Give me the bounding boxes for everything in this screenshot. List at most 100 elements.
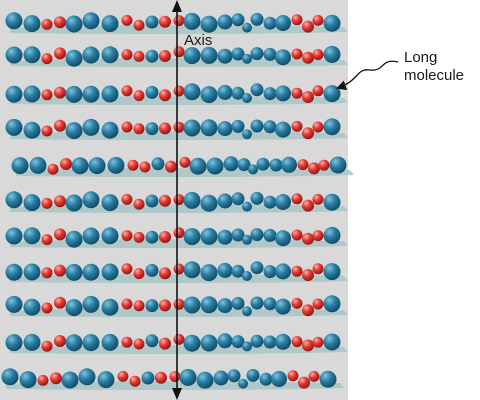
red-atom	[133, 123, 145, 135]
blue-atom	[250, 228, 264, 242]
callout-pointer	[336, 60, 399, 90]
blue-atom	[323, 118, 341, 136]
axis-arrow-bottom	[172, 388, 182, 400]
red-atom	[291, 265, 303, 277]
blue-atom	[217, 262, 233, 278]
axis-label: Axis	[184, 32, 212, 49]
blue-atom	[5, 46, 23, 64]
blue-atom	[5, 263, 23, 281]
red-atom	[41, 267, 53, 279]
red-atom	[133, 300, 145, 312]
red-atom	[291, 87, 303, 99]
red-atom	[291, 193, 303, 205]
red-atom	[155, 371, 167, 384]
blue-atom	[242, 201, 252, 212]
blue-atom	[231, 335, 245, 349]
red-atom	[312, 263, 324, 275]
blue-atom	[65, 49, 83, 67]
blue-atom	[263, 297, 277, 311]
red-atom	[127, 159, 139, 171]
blue-atom	[23, 333, 41, 351]
blue-atom	[250, 296, 264, 310]
blue-atom	[71, 157, 89, 175]
blue-atom	[5, 85, 23, 103]
long-molecule	[1, 368, 344, 390]
blue-atom	[250, 47, 264, 61]
blue-atom	[23, 121, 41, 139]
blue-atom	[65, 299, 83, 317]
blue-atom	[101, 15, 119, 33]
blue-atom	[329, 156, 347, 174]
blue-atom	[101, 46, 119, 64]
blue-atom	[323, 263, 341, 281]
long-molecule	[5, 295, 348, 317]
blue-atom	[23, 15, 41, 33]
blue-atom	[19, 371, 37, 389]
blue-atom	[217, 229, 233, 245]
red-atom	[173, 85, 185, 97]
blue-atom	[145, 122, 159, 136]
blue-atom	[82, 118, 100, 136]
blue-atom	[231, 192, 245, 206]
red-atom	[173, 121, 185, 133]
red-atom	[291, 229, 303, 241]
blue-atom	[107, 156, 125, 174]
red-atom	[159, 299, 171, 312]
axis: Axis	[172, 0, 212, 400]
red-atom	[41, 197, 53, 209]
blue-atom	[217, 14, 233, 30]
red-atom	[133, 268, 145, 280]
long-molecule	[5, 191, 348, 213]
long-molecule	[5, 226, 348, 248]
red-atom	[173, 333, 185, 345]
blue-atom	[5, 295, 23, 313]
blue-atom	[271, 371, 287, 387]
blue-atom	[141, 371, 155, 385]
red-atom	[169, 371, 181, 383]
red-atom	[312, 193, 324, 205]
red-atom	[121, 49, 133, 61]
blue-atom	[183, 47, 201, 65]
blue-atom	[29, 156, 47, 174]
blue-atom	[242, 271, 252, 281]
blue-atom	[101, 333, 119, 351]
blue-atom	[259, 372, 273, 386]
blue-atom	[183, 83, 201, 101]
red-atom	[54, 86, 66, 99]
blue-atom	[5, 12, 23, 30]
blue-atom	[82, 85, 100, 103]
red-atom	[121, 263, 133, 275]
blue-atom	[23, 194, 41, 212]
red-atom	[121, 193, 133, 205]
red-atom	[60, 158, 72, 170]
blue-atom	[263, 265, 277, 279]
red-atom	[173, 15, 185, 27]
red-atom	[159, 89, 171, 102]
blue-atom	[323, 14, 341, 32]
blue-atom	[183, 261, 201, 279]
red-atom	[133, 50, 145, 62]
red-atom	[54, 228, 66, 241]
red-atom	[133, 198, 145, 210]
red-atom	[159, 231, 171, 243]
blue-atom	[101, 263, 119, 281]
blue-atom	[250, 261, 264, 275]
blue-atom	[217, 48, 233, 64]
red-atom	[308, 162, 320, 175]
blue-atom	[183, 296, 201, 314]
blue-atom	[275, 298, 291, 315]
blue-atom	[65, 334, 83, 352]
red-atom	[41, 53, 53, 65]
blue-atom	[237, 158, 251, 172]
red-atom	[291, 120, 303, 132]
blue-atom	[189, 157, 207, 175]
blue-atom	[5, 334, 23, 352]
red-atom	[54, 195, 66, 208]
blue-atom	[275, 85, 291, 102]
blue-atom	[5, 118, 23, 136]
blue-atom	[263, 87, 277, 101]
blue-atom	[145, 194, 159, 208]
red-atom	[291, 297, 303, 309]
red-atom	[54, 16, 66, 29]
blue-atom	[242, 93, 252, 103]
